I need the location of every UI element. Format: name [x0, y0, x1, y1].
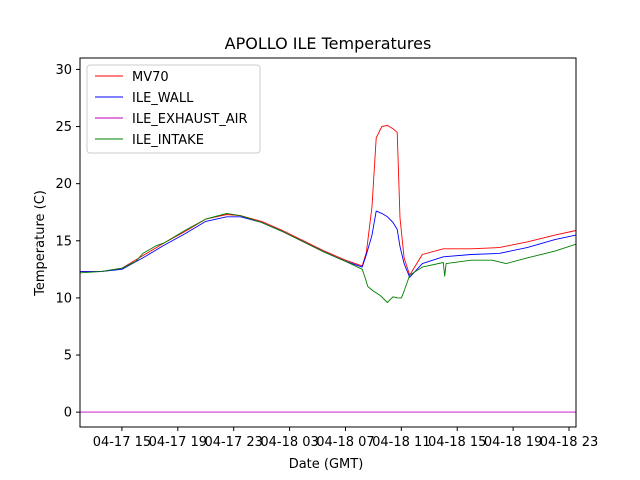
series-line-mv70: [80, 124, 576, 276]
legend-label-ile-intake: ILE_INTAKE: [132, 133, 204, 148]
legend-label-ile-exhaust-air: ILE_EXHAUST_AIR: [132, 112, 248, 127]
x-tick-label-2: 04-17 23: [204, 435, 262, 450]
x-tick-label-3: 04-18 03: [260, 435, 318, 450]
y-tick-label-10: 10: [55, 291, 72, 306]
legend-label-mv70: MV70: [132, 70, 169, 85]
legend: MV70 ILE_WALL ILE_EXHAUST_AIR ILE_INTAKE: [86, 64, 261, 154]
x-tick-label-6: 04-18 15: [428, 435, 486, 450]
axes-frame: [79, 57, 577, 428]
x-axis-label: Date (GMT): [289, 457, 364, 472]
x-tick-label-5: 04-18 11: [372, 435, 430, 450]
series-line-ile-intake: [80, 212, 576, 303]
y-tick-label-25: 25: [55, 120, 72, 135]
x-tick-label-4: 04-18 07: [316, 435, 374, 450]
y-tick-label-15: 15: [55, 234, 72, 249]
y-axis-label: Temperature (C): [33, 190, 48, 297]
y-tick-label-5: 5: [64, 349, 72, 364]
x-tick-label-8: 04-18 23: [540, 435, 598, 450]
series-line-ile-wall: [80, 210, 576, 278]
legend-label-ile-wall: ILE_WALL: [132, 91, 194, 106]
y-tick-label-0: 0: [64, 406, 72, 421]
legend-box: [86, 64, 261, 154]
y-tick-label-20: 20: [55, 177, 72, 192]
y-tick-label-30: 30: [55, 63, 72, 78]
x-tick-label-1: 04-17 19: [149, 435, 207, 450]
x-tick-label-7: 04-18 19: [484, 435, 542, 450]
series-group: [80, 124, 576, 413]
x-tick-label-0: 04-17 15: [93, 435, 151, 450]
chart-title: APOLLO ILE Temperatures: [225, 34, 432, 53]
